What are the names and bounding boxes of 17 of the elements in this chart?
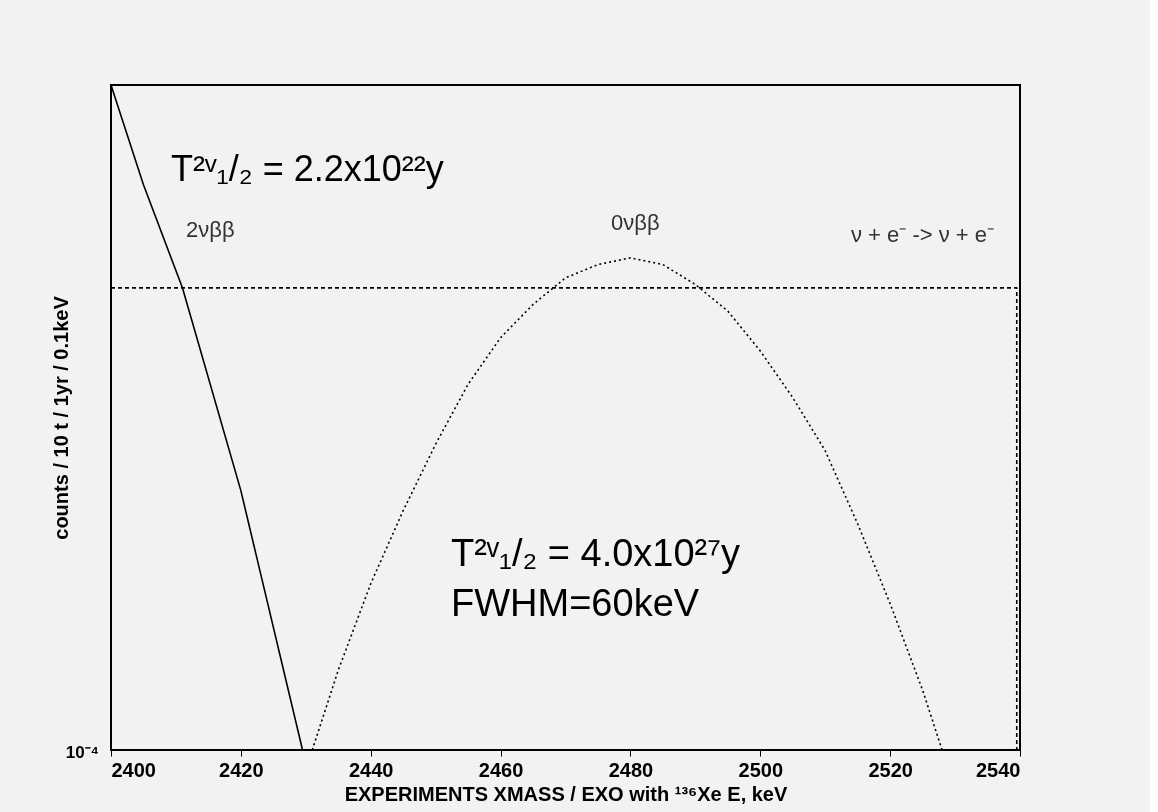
x-tick-label: 2520 — [868, 758, 913, 781]
series-label: 2νββ — [186, 217, 235, 242]
x-tick-label: 2460 — [478, 758, 524, 781]
text: 10⁻⁴ — [65, 743, 99, 762]
y-axis-title: counts / 10 t / 1yr / 0.1keV — [49, 295, 72, 540]
x-tick-label: 2400 — [111, 758, 156, 781]
x-tick-label: 2500 — [738, 758, 784, 781]
x-tick-label: 2440 — [348, 758, 394, 781]
x-tick-label: 2480 — [608, 758, 654, 781]
annotation: T²ᵛ₁/₂ = 4.0x10²⁷y — [451, 532, 741, 574]
x-tick-label: 2540 — [976, 758, 1021, 781]
series-label: 0νββ — [611, 210, 660, 235]
annotation: T²ᵛ₁/₂ = 2.2x10²²y — [171, 148, 444, 189]
series-label: ν + e⁻ -> ν + e⁻ — [851, 222, 995, 247]
x-axis-title: EXPERIMENTS XMASS / EXO with ¹³⁶Xe E, keV — [344, 782, 788, 805]
annotation: FWHM=60keV — [451, 582, 700, 624]
x-tick-label: 2420 — [219, 758, 264, 781]
